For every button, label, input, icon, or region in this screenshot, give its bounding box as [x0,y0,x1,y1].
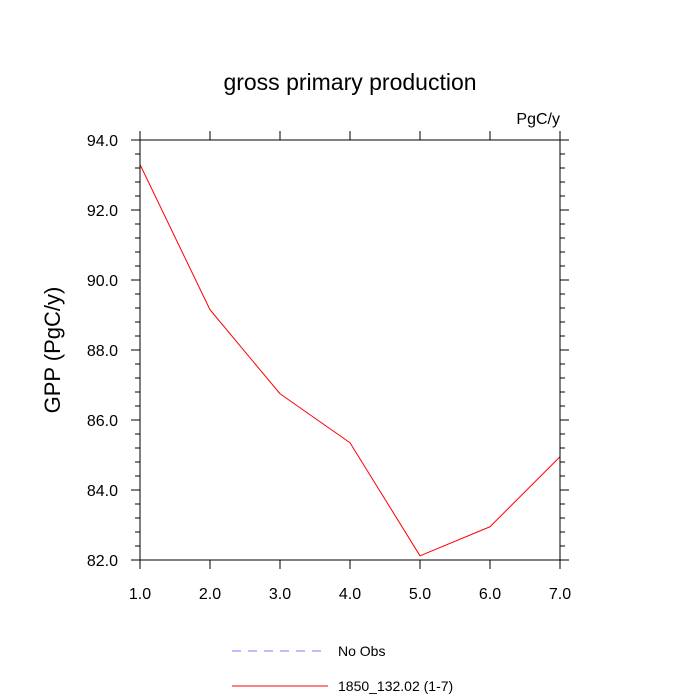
series-line-0 [139,164,561,557]
units-label: PgC/y [516,111,560,128]
major-ticks [131,131,569,569]
y-tick-label: 94.0 [87,133,118,150]
x-tick-label: 4.0 [339,586,361,603]
y-tick-label: 92.0 [87,203,118,220]
y-tick-label: 88.0 [87,343,118,360]
x-tick-label: 7.0 [549,586,571,603]
series-lines [139,164,561,557]
y-tick-label: 84.0 [87,483,118,500]
chart-title: gross primary production [223,69,476,95]
x-tick-label: 1.0 [129,586,151,603]
minor-ticks [135,153,565,547]
y-tick-labels: 82.0 84.0 86.0 88.0 90.0 92.0 94.0 [87,133,118,570]
x-tick-label: 3.0 [269,586,291,603]
plot-frame [139,139,561,561]
legend-label-no-obs: No Obs [338,643,385,659]
y-tick-label: 90.0 [87,273,118,290]
x-tick-label: 2.0 [199,586,221,603]
legend-label-1850: 1850_132.02 (1-7) [338,678,453,694]
x-tick-labels: 1.0 2.0 3.0 4.0 5.0 6.0 7.0 [129,586,571,603]
x-tick-label: 5.0 [409,586,431,603]
y-axis-label: GPP (PgC/y) [40,287,65,414]
x-tick-label: 6.0 [479,586,501,603]
legend: No Obs 1850_132.02 (1-7) [232,643,453,694]
y-tick-label: 86.0 [87,413,118,430]
y-tick-label: 82.0 [87,553,118,570]
